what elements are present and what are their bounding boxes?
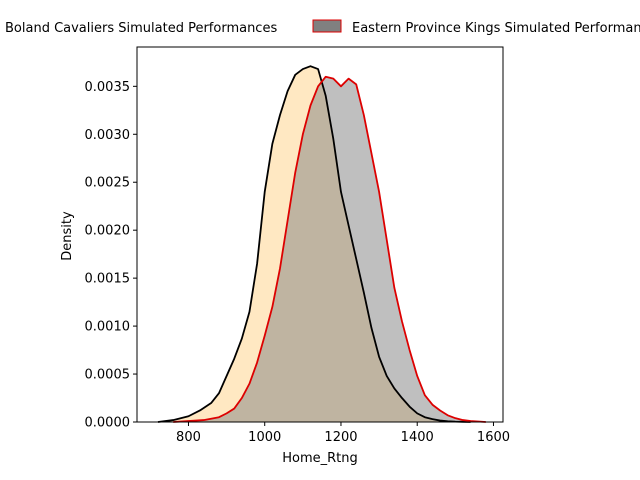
y-axis-label: Density	[60, 211, 75, 261]
density-line-0	[157, 65, 471, 423]
plot-frame	[136, 46, 504, 423]
x-tick-label: 1000	[248, 430, 281, 445]
y-tick-label: 0.0010	[85, 320, 131, 335]
x-tick-label: 1200	[324, 430, 357, 445]
y-axis: 0.0000 0.0005 0.0010 0.0015 0.0020 0.0025 0.00…	[85, 80, 137, 431]
x-tick-label: 800	[176, 430, 201, 445]
density-line-1	[173, 75, 486, 423]
y-tick-label: 0.0030	[85, 128, 131, 143]
x-axis: 800 1000 1200 1400 1600	[176, 422, 510, 445]
y-tick-label: 0.0020	[85, 224, 131, 239]
x-tick-label: 1600	[477, 430, 510, 445]
legend-swatch-eastern-province	[312, 19, 342, 33]
y-tick-label: 0.0000	[85, 416, 131, 431]
legend-label-boland: Boland Cavaliers Simulated Performances	[5, 21, 277, 36]
x-axis-label: Home_Rtng	[282, 451, 358, 466]
y-tick-label: 0.0015	[85, 272, 131, 287]
y-tick-label: 0.0035	[85, 80, 131, 95]
legend: Boland Cavaliers Simulated Performances …	[5, 19, 640, 36]
y-tick-label: 0.0025	[85, 176, 131, 191]
density-area-1	[173, 76, 486, 422]
x-tick-label: 1400	[401, 430, 434, 445]
density-lines	[157, 65, 486, 423]
y-tick-label: 0.0005	[85, 368, 131, 383]
density-fills	[157, 66, 486, 423]
legend-label-eastern-province: Eastern Province Kings Simulated Perform…	[352, 21, 640, 36]
